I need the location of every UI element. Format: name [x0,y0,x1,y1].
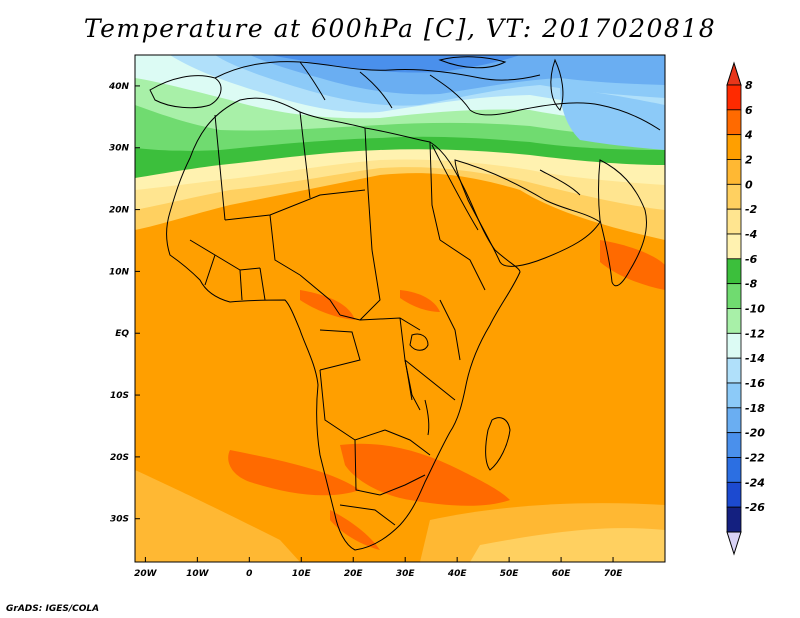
lon-label: 30E [396,569,416,579]
lat-label: 10S [110,391,129,401]
grads-credit: GrADS: IGES/COLA [6,604,100,614]
lon-label: 10W [186,569,210,579]
map-frame [134,54,666,563]
colorbar-label: 0 [745,178,753,191]
lon-label: 40E [447,569,468,579]
lon-label: 60E [552,569,572,579]
colorbar-label: 2 [745,154,753,167]
colorbar-label: -26 [745,501,765,514]
lon-label: 10E [292,569,312,579]
lat-label: 30S [110,515,129,525]
colorbar-swatch [726,159,742,185]
lat-label: 30N [109,144,130,154]
lat-label: 20S [110,453,129,463]
latitude-labels: 40N 30N 20N 10N EQ 10S 20S 30S [108,82,140,525]
colorbar-swatch [726,283,742,309]
lat-label: EQ [115,329,129,339]
colorbar-label: -24 [745,476,765,489]
colorbar-label: -10 [745,303,765,316]
colorbar-swatch [726,457,742,483]
colorbar-top-arrow [726,61,742,86]
lon-label: 70E [604,569,624,579]
colorbar-label: 4 [744,129,753,142]
colorbar-bottom-arrow [726,531,742,556]
colorbar-label: -14 [745,352,765,365]
colorbar-swatch [726,134,742,160]
colorbar-swatch [726,84,742,111]
lat-label: 40N [108,82,130,92]
colorbar-label: 6 [745,104,753,117]
colorbar-swatch [726,506,742,533]
colorbar-swatch [726,308,742,334]
colorbar-swatch [726,233,742,260]
colorbar: 8 6 4 2 0 -2 -4 -6 -8 -10 -12 -14 -16 -18 -20 -22 -24 -26 [726,61,765,556]
colorbar-swatch [726,258,742,285]
colorbar-label: -8 [745,278,758,291]
colorbar-swatch [726,183,742,210]
colorbar-label: -22 [745,452,765,465]
lat-label: 10N [109,267,130,277]
colorbar-label: -16 [745,377,765,390]
colorbar-swatch [726,357,742,384]
colorbar-swatch [726,332,742,359]
colorbar-label: 8 [745,79,753,92]
lon-label: 20W [134,569,158,579]
colorbar-label: -12 [745,327,765,340]
colorbar-swatch [726,208,742,235]
colorbar-swatch [726,432,742,458]
chart-title: Temperature at 600hPa [C], VT: 201702081… [83,14,717,43]
temperature-field [135,55,665,562]
colorbar-swatch [726,481,742,508]
colorbar-label: -18 [745,402,765,415]
colorbar-swatch [726,109,742,136]
colorbar-label: -2 [745,203,758,216]
colorbar-label: -6 [745,253,758,266]
longitude-labels: 20W 10W 0 10E 20E 30E 40E 50E 60E 70E [134,557,623,579]
colorbar-swatch [726,407,742,434]
colorbar-label: -20 [745,427,765,440]
lon-label: 0 [246,569,252,579]
coastlines-and-borders [149,56,661,551]
lon-label: 20E [344,569,364,579]
lon-label: 50E [500,569,520,579]
colorbar-swatch [726,382,742,409]
colorbar-label: -4 [745,228,757,241]
lat-label: 20N [109,206,130,216]
